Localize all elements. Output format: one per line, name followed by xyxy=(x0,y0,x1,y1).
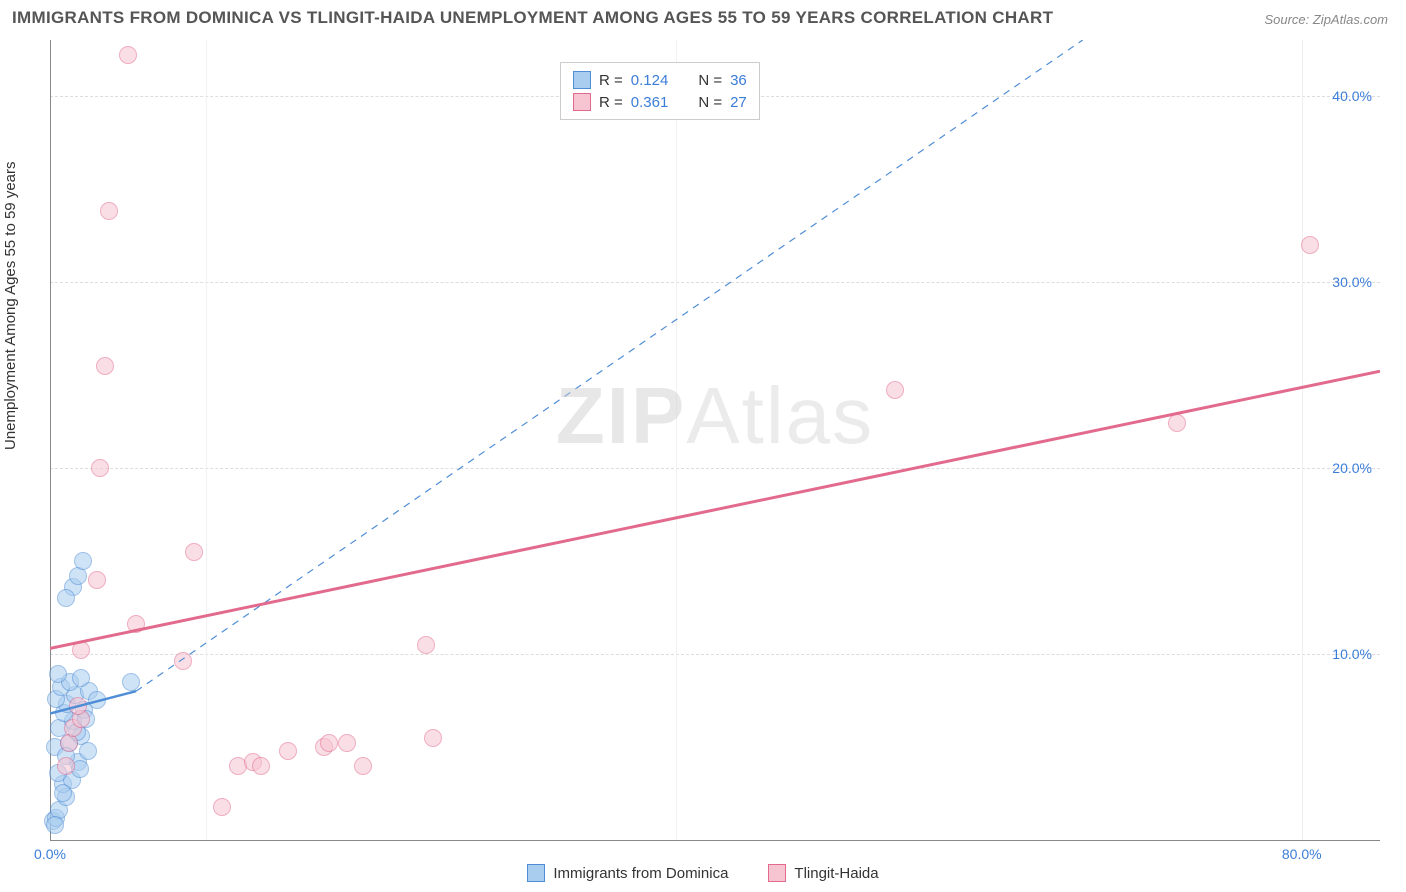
data-point xyxy=(88,691,106,709)
legend-item: Immigrants from Dominica xyxy=(527,864,728,882)
gridline-vertical xyxy=(1302,40,1303,840)
data-point xyxy=(100,202,118,220)
data-point xyxy=(72,641,90,659)
data-point xyxy=(185,543,203,561)
y-tick-label: 30.0% xyxy=(1332,274,1372,290)
gridline-horizontal xyxy=(50,282,1380,283)
y-axis-label: Unemployment Among Ages 55 to 59 years xyxy=(2,161,19,450)
legend-row: R = 0.361 N = 27 xyxy=(573,91,747,113)
legend-r-value: 0.124 xyxy=(631,72,669,89)
data-point xyxy=(91,459,109,477)
legend-r-label: R = xyxy=(599,94,623,111)
data-point xyxy=(338,734,356,752)
data-point xyxy=(69,697,87,715)
chart-plot-area: 10.0%20.0%30.0%40.0%0.0%80.0% ZIPAtlas R… xyxy=(50,40,1380,840)
legend-swatch xyxy=(768,864,786,882)
data-point xyxy=(886,381,904,399)
data-point xyxy=(127,615,145,633)
data-point xyxy=(213,798,231,816)
legend-swatch xyxy=(573,71,591,89)
x-tick-label: 80.0% xyxy=(1282,846,1322,862)
legend-n-value: 27 xyxy=(730,94,747,111)
legend-swatch xyxy=(527,864,545,882)
legend-swatch xyxy=(573,93,591,111)
data-point xyxy=(79,742,97,760)
data-point xyxy=(49,665,67,683)
series-legend: Immigrants from Dominica Tlingit-Haida xyxy=(0,864,1406,886)
y-tick-label: 10.0% xyxy=(1332,646,1372,662)
data-point xyxy=(320,734,338,752)
data-point xyxy=(96,357,114,375)
gridline-horizontal xyxy=(50,654,1380,655)
legend-series-name: Immigrants from Dominica xyxy=(553,865,728,882)
data-point xyxy=(424,729,442,747)
data-point xyxy=(57,757,75,775)
legend-n-label: N = xyxy=(698,94,722,111)
data-point xyxy=(72,669,90,687)
legend-n-label: N = xyxy=(698,72,722,89)
x-axis xyxy=(50,840,1380,841)
legend-item: Tlingit-Haida xyxy=(768,864,878,882)
data-point xyxy=(119,46,137,64)
data-point xyxy=(354,757,372,775)
data-point xyxy=(46,816,64,834)
data-point xyxy=(279,742,297,760)
data-point xyxy=(57,589,75,607)
data-point xyxy=(74,552,92,570)
legend-series-name: Tlingit-Haida xyxy=(794,865,878,882)
data-point xyxy=(1168,414,1186,432)
data-point xyxy=(252,757,270,775)
data-point xyxy=(88,571,106,589)
y-tick-label: 20.0% xyxy=(1332,460,1372,476)
legend-r-value: 0.361 xyxy=(631,94,669,111)
gridline-horizontal xyxy=(50,468,1380,469)
data-point xyxy=(1301,236,1319,254)
x-tick-label: 0.0% xyxy=(34,846,66,862)
data-point xyxy=(174,652,192,670)
y-axis xyxy=(50,40,51,840)
legend-row: R = 0.124 N = 36 xyxy=(573,69,747,91)
y-tick-label: 40.0% xyxy=(1332,88,1372,104)
data-point xyxy=(54,784,72,802)
data-point xyxy=(122,673,140,691)
legend-r-label: R = xyxy=(599,72,623,89)
chart-title: IMMIGRANTS FROM DOMINICA VS TLINGIT-HAID… xyxy=(12,8,1053,28)
data-point xyxy=(417,636,435,654)
legend-n-value: 36 xyxy=(730,72,747,89)
correlation-legend: R = 0.124 N = 36 R = 0.361 N = 27 xyxy=(560,62,760,120)
source-attribution: Source: ZipAtlas.com xyxy=(1264,12,1388,27)
